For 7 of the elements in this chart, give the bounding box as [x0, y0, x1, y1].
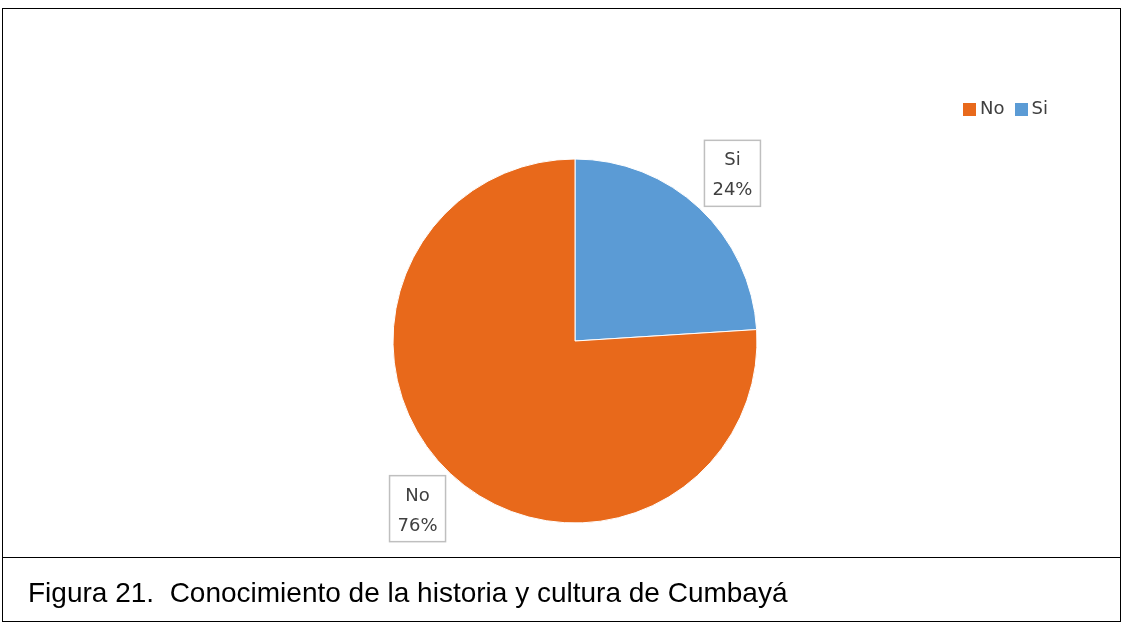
slice-label: Si	[724, 148, 741, 170]
legend-label: Si	[1031, 97, 1048, 118]
data-label: 76%	[397, 513, 438, 535]
data-label: 24%	[712, 178, 753, 200]
slice-label: No	[405, 483, 430, 505]
legend-label: No	[980, 97, 1005, 118]
text: Figura 21. Conocimiento de la historia y cultura de Cumbayá	[28, 577, 788, 609]
